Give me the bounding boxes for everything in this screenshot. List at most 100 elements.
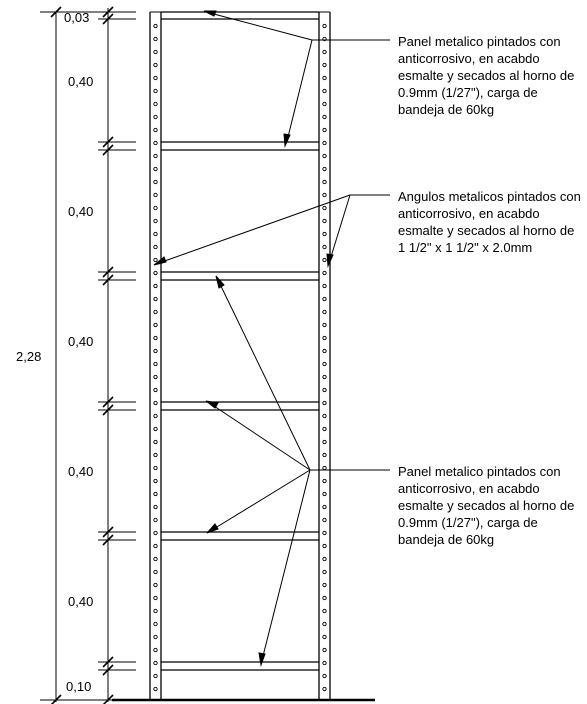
post-hole [153,595,158,601]
post-hole [322,595,327,601]
post-hole [153,439,158,445]
post-hole [153,49,158,55]
dimension-bottom-gap-label: 0,10 [66,679,91,694]
post-hole [322,218,327,224]
post-hole [153,387,158,393]
post-hole [322,569,327,575]
post-hole [153,127,158,133]
post-hole [153,166,158,172]
post-hole [153,478,158,484]
right-post-holes [322,23,327,692]
note-panel-bottom: Panel metalico pintados con anticorrosiv… [398,464,575,547]
right-post [318,11,331,700]
post-hole [153,491,158,497]
post-hole [153,23,158,29]
post-hole [322,231,327,237]
post-hole [322,439,327,445]
post-hole [153,413,158,419]
post-hole [153,270,158,276]
post-hole [322,348,327,354]
post-hole [153,36,158,42]
note-angles: Angulos metalicos pintados con anticorro… [398,189,581,255]
post-hole [322,205,327,211]
post-hole [322,88,327,94]
post-hole [322,335,327,341]
post-hole [153,322,158,328]
post-hole [153,192,158,198]
post-hole [322,413,327,419]
post-hole [153,309,158,315]
post-hole [153,608,158,614]
post-hole [153,218,158,224]
post-hole [153,504,158,510]
shelf-5 [161,531,319,541]
post-hole [322,309,327,315]
post-hole [322,517,327,523]
post-hole [322,101,327,107]
post-hole [153,101,158,107]
post-hole [153,296,158,302]
post-hole [322,491,327,497]
post-hole [153,361,158,367]
post-hole [153,621,158,627]
post-hole [322,257,327,263]
post-hole [322,36,327,42]
leader-angles [153,194,390,268]
leader-panel-bottom [205,275,390,667]
post-hole [322,114,327,120]
post-hole [153,231,158,237]
dimension-spacing-label: 0,40 [68,334,93,349]
post-hole [322,296,327,302]
post-hole [153,205,158,211]
dimension-total-label: 2,28 [16,349,41,364]
post-hole [153,582,158,588]
post-hole [322,634,327,640]
post-hole [153,335,158,341]
dimension-spacing-label: 0,40 [68,464,93,479]
post-hole [153,530,158,536]
post-hole [153,153,158,159]
post-hole [322,452,327,458]
post-hole [322,75,327,81]
post-hole [153,452,158,458]
post-hole [322,530,327,536]
post-hole [322,556,327,562]
post-hole [322,361,327,367]
post-hole [153,556,158,562]
post-hole [153,75,158,81]
dimension-spacing-label: 0,40 [68,204,93,219]
post-hole [153,660,158,666]
post-hole [322,608,327,614]
post-hole [322,166,327,172]
post-hole [322,647,327,653]
post-hole [322,673,327,679]
post-hole [153,348,158,354]
post-hole [322,465,327,471]
dimension-top-gap-label: 0,03 [64,10,89,25]
shelf-3 [161,271,319,281]
post-hole [322,543,327,549]
post-hole [322,179,327,185]
post-hole [322,192,327,198]
post-hole [153,244,158,250]
shelf-6 [161,661,319,671]
left-post-holes [153,23,158,692]
post-hole [322,478,327,484]
post-hole [322,322,327,328]
post-hole [153,543,158,549]
post-hole [322,686,327,692]
post-hole [153,465,158,471]
post-hole [322,127,327,133]
post-hole [322,582,327,588]
post-hole [322,49,327,55]
post-hole [322,621,327,627]
post-hole [322,400,327,406]
post-hole [322,140,327,146]
post-hole [322,504,327,510]
post-hole [322,283,327,289]
shelf-4 [161,401,319,411]
dimension-spacing-label: 0,40 [68,74,93,89]
post-hole [322,153,327,159]
post-hole [322,660,327,666]
